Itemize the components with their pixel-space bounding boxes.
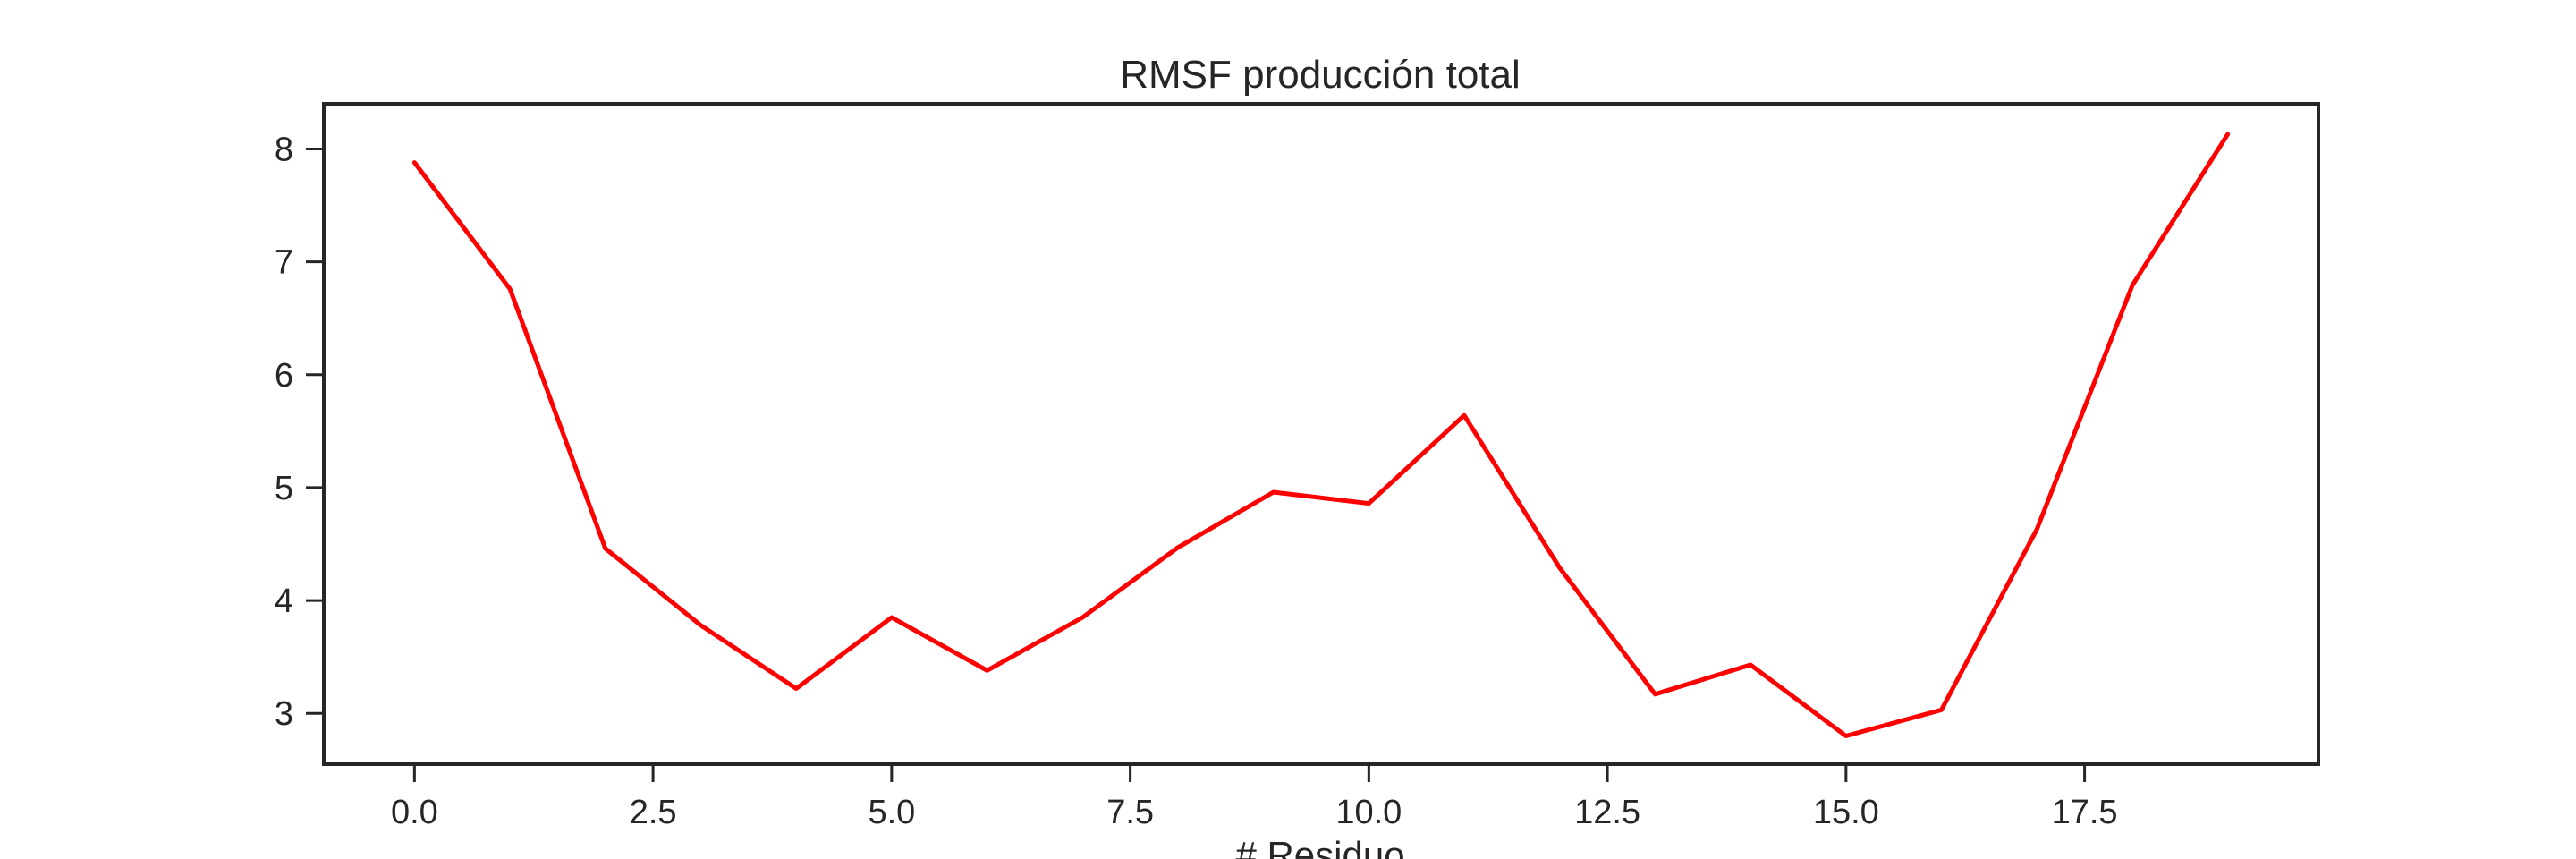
- y-tick-label: 5: [275, 470, 293, 507]
- x-tick-label: 17.5: [2052, 794, 2118, 831]
- x-tick-label: 12.5: [1574, 794, 1640, 831]
- chart-title: RMSF producción total: [1120, 53, 1521, 97]
- y-tick-label: 6: [275, 357, 293, 395]
- y-tick-label: 3: [275, 695, 293, 733]
- x-axis-label: # Residuo: [1235, 834, 1404, 859]
- y-tick-label: 7: [275, 244, 293, 282]
- rmsf-series-line: [411, 132, 2231, 738]
- x-tick-label: 0.0: [391, 794, 438, 831]
- series-layer: [411, 132, 2231, 738]
- x-axis-ticks: 0.0 2.5 5.0 7.5 10.0 12.5 15.0 17.5: [391, 764, 2118, 831]
- x-tick-label: 7.5: [1106, 794, 1154, 831]
- y-axis-ticks: 3 4 5 6 7 8: [275, 131, 324, 733]
- x-tick-label: 15.0: [1813, 794, 1879, 831]
- plot-frame: [322, 102, 2320, 766]
- x-tick-label: 5.0: [868, 794, 915, 831]
- x-tick-label: 10.0: [1335, 794, 1402, 831]
- y-tick-label: 4: [275, 583, 293, 620]
- x-tick-label: 2.5: [630, 794, 677, 831]
- y-tick-label: 8: [275, 131, 293, 168]
